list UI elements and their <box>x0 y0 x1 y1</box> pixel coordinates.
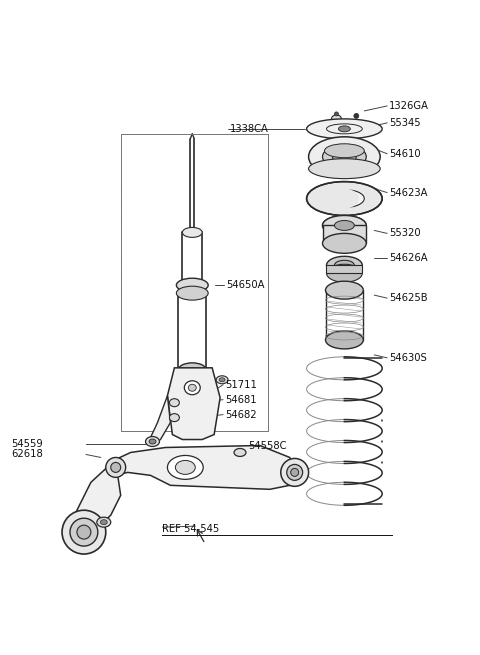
Ellipse shape <box>309 159 380 179</box>
Text: 54650A: 54650A <box>226 280 264 290</box>
Ellipse shape <box>287 464 302 480</box>
Text: 51711: 51711 <box>225 380 257 390</box>
Polygon shape <box>106 445 298 489</box>
Ellipse shape <box>168 455 203 479</box>
Text: 55320: 55320 <box>389 229 421 238</box>
Ellipse shape <box>175 460 195 474</box>
Ellipse shape <box>106 457 126 477</box>
Ellipse shape <box>182 227 202 237</box>
Text: 54623A: 54623A <box>389 187 428 198</box>
Ellipse shape <box>111 462 120 472</box>
Ellipse shape <box>234 449 246 457</box>
Ellipse shape <box>338 126 350 132</box>
Bar <box>323 225 366 244</box>
Ellipse shape <box>281 458 309 486</box>
Ellipse shape <box>354 113 359 119</box>
Polygon shape <box>71 459 120 535</box>
Ellipse shape <box>335 221 354 231</box>
Ellipse shape <box>100 519 107 525</box>
Text: 1338CA: 1338CA <box>230 124 269 134</box>
Ellipse shape <box>97 517 111 527</box>
Ellipse shape <box>169 414 180 422</box>
Ellipse shape <box>332 115 341 123</box>
Bar <box>326 265 362 273</box>
Ellipse shape <box>325 281 363 299</box>
Ellipse shape <box>176 286 208 300</box>
Text: 54559: 54559 <box>12 438 43 449</box>
Ellipse shape <box>184 384 200 396</box>
Ellipse shape <box>326 256 362 274</box>
Ellipse shape <box>307 119 382 139</box>
Text: 54626A: 54626A <box>389 253 428 263</box>
Polygon shape <box>168 368 220 440</box>
Ellipse shape <box>62 510 106 554</box>
Text: 1326GA: 1326GA <box>389 101 429 111</box>
Text: 55345: 55345 <box>389 118 421 128</box>
Ellipse shape <box>77 525 91 539</box>
Ellipse shape <box>291 468 299 476</box>
Ellipse shape <box>324 189 364 208</box>
Ellipse shape <box>323 145 366 169</box>
Bar <box>120 134 268 430</box>
Ellipse shape <box>145 436 159 447</box>
Text: 62618: 62618 <box>12 449 43 459</box>
Ellipse shape <box>326 264 362 282</box>
Ellipse shape <box>309 137 380 177</box>
Ellipse shape <box>335 260 354 271</box>
Ellipse shape <box>179 363 206 377</box>
Ellipse shape <box>323 215 366 235</box>
Ellipse shape <box>333 150 356 164</box>
Ellipse shape <box>323 215 366 235</box>
Ellipse shape <box>307 181 382 215</box>
Polygon shape <box>151 396 170 445</box>
Ellipse shape <box>176 278 208 292</box>
Ellipse shape <box>216 376 228 384</box>
Text: 54558C: 54558C <box>248 441 287 451</box>
Ellipse shape <box>335 112 338 116</box>
Ellipse shape <box>149 439 156 444</box>
Ellipse shape <box>323 233 366 253</box>
Text: 54630S: 54630S <box>389 353 427 363</box>
Ellipse shape <box>219 378 225 382</box>
Bar <box>120 134 268 430</box>
Ellipse shape <box>188 384 196 391</box>
Ellipse shape <box>169 399 180 407</box>
Ellipse shape <box>324 144 364 158</box>
Text: 54625B: 54625B <box>389 293 428 303</box>
Text: 54681: 54681 <box>225 395 257 405</box>
Text: REF 54-545: REF 54-545 <box>162 524 220 534</box>
Ellipse shape <box>184 381 200 395</box>
Text: 54682: 54682 <box>225 409 257 420</box>
Text: 54610: 54610 <box>389 149 421 159</box>
Ellipse shape <box>325 331 363 349</box>
Ellipse shape <box>320 187 360 210</box>
Ellipse shape <box>70 518 98 546</box>
